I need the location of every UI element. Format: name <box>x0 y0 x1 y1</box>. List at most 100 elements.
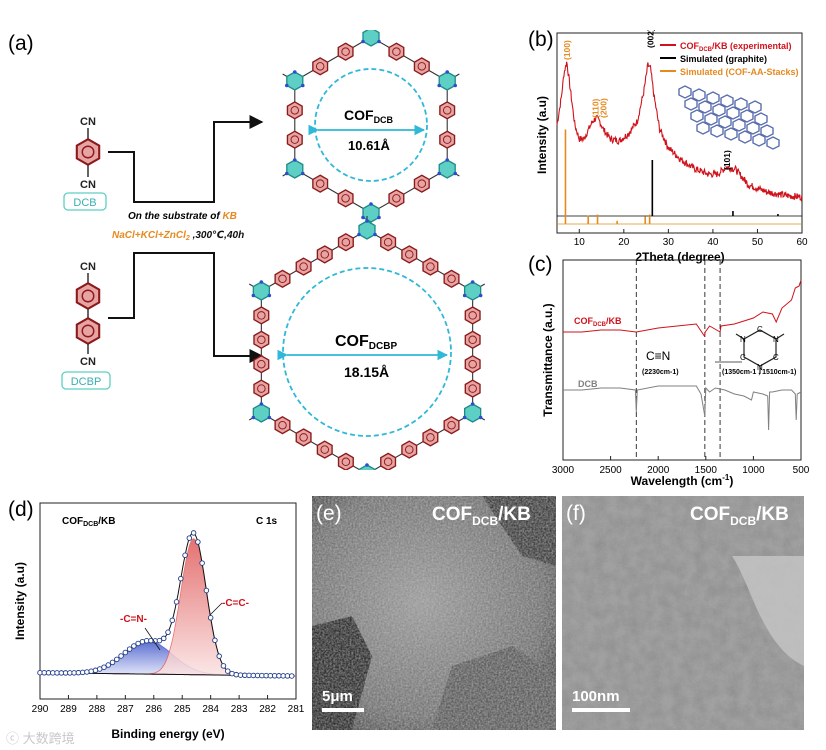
benzene-unit <box>464 306 481 325</box>
xrd-frame <box>556 32 803 234</box>
cof-dcb-framework <box>282 30 460 227</box>
tem-label: (f) <box>566 502 586 525</box>
xps-xtick-label: 288 <box>89 704 106 715</box>
xps-corner-label: C 1s <box>256 516 278 527</box>
xrd-xtick-label: 20 <box>618 237 630 248</box>
pore-circle-dcb <box>314 68 428 182</box>
xrd-peak-annotation: (002) <box>646 30 656 48</box>
triazine-unit <box>356 462 378 470</box>
cof-dcbp-framework <box>248 216 486 470</box>
xps-data-point <box>126 646 133 652</box>
xps-cc-pointer <box>209 602 223 616</box>
xps-xtick-label: 282 <box>259 704 276 715</box>
ftir-annot-cn: C≡N <box>646 349 670 363</box>
xrd-peak-annotation: (200) <box>598 98 608 118</box>
svg-text:C: C <box>757 325 763 334</box>
xrd-legend-cof: Simulated (COF-AA-Stacks) <box>680 67 799 77</box>
tem-scale-label: 100nm <box>572 688 620 705</box>
benzene-unit <box>312 57 329 76</box>
triazine-unit <box>462 279 484 301</box>
benzene-unit <box>464 379 481 398</box>
xps-xtick-label: 284 <box>202 704 219 715</box>
panel-label-b: (b) <box>528 28 554 51</box>
ftir-annot-triazine: (1350cm-1 , 1510cm-1) <box>722 369 796 376</box>
svg-text:N: N <box>773 335 779 344</box>
tem-title: COFDCB/KB <box>690 504 789 528</box>
xps-xtick-label: 287 <box>117 704 134 715</box>
xps-data-point <box>105 662 112 668</box>
xps-data-point <box>101 664 107 670</box>
sem-label: (e) <box>316 502 342 525</box>
ftir-ylabel: Transmittance (a.u.) <box>541 303 555 416</box>
ftir-annot-2230: (2230cm-1) <box>642 369 679 376</box>
benzene-unit <box>439 130 456 149</box>
benzene-unit <box>286 101 303 120</box>
cof-dcbp-pore: 18.15Å <box>344 364 389 380</box>
xps-data-point <box>186 535 193 541</box>
benzene-unit <box>295 257 312 276</box>
triazine-unit <box>436 69 458 91</box>
triazine-unit <box>356 218 378 240</box>
triazine-unit <box>436 157 458 179</box>
benzene-unit <box>439 101 456 120</box>
xrd-series-experimental <box>556 61 803 203</box>
svg-text:N: N <box>740 335 746 344</box>
nitrile-top-dcbp: CN <box>80 261 96 273</box>
ftir-xtick-label: 2000 <box>647 465 670 476</box>
cof-stack-inset <box>678 85 780 150</box>
xps-data-point <box>109 659 116 666</box>
benzene-unit <box>388 189 405 208</box>
benzene-unit <box>337 233 354 252</box>
tem-image: (f) COFDCB/KB 100nm <box>562 496 804 730</box>
xps-data-point <box>160 635 167 642</box>
triazine-unit <box>360 201 382 223</box>
xrd-xtick-label: 50 <box>752 237 764 248</box>
benzene-unit <box>253 379 270 398</box>
xrd-peak-annotation: (100) <box>562 40 572 60</box>
watermark-logo-icon: ⓒ <box>6 731 20 746</box>
watermark: ⓒ 大数跨境 <box>6 731 75 746</box>
benzene-unit <box>464 330 481 349</box>
scheme-a: CN CN DCB CN CN DCBP On the substrate of… <box>61 30 486 470</box>
benzene-unit <box>253 355 270 374</box>
panel-label-c: (c) <box>528 253 553 276</box>
benzene-unit <box>337 42 354 61</box>
nitrile-top-dcb: CN <box>80 116 96 128</box>
xps-data-point <box>195 539 201 545</box>
condition-line1: On the substrate of KB <box>128 211 237 222</box>
xrd-legend-experimental: COFDCB/KB (experimental) <box>680 41 792 53</box>
sem-title: COFDCB/KB <box>432 504 531 528</box>
cof-dcb-pore: 10.61Å <box>348 138 391 153</box>
triazine-unit <box>284 69 306 91</box>
xps-chart: Intensity (a.u) Binding energy (eV) COFD… <box>13 502 305 741</box>
xps-data-point <box>169 617 176 624</box>
xrd-peak-annotation: (110) <box>590 98 600 118</box>
xps-data-point <box>199 560 205 566</box>
xps-data-point <box>288 673 295 679</box>
xrd-legend: COFDCB/KB (experimental) Simulated (grap… <box>660 41 799 77</box>
ftir-xtick-label: 1500 <box>695 465 718 476</box>
xps-data-point <box>182 552 188 559</box>
benzene-unit <box>316 440 333 459</box>
arrow-dcb <box>108 115 264 203</box>
pore-circle-dcbp <box>282 267 452 437</box>
benzene-unit <box>443 416 460 435</box>
xrd-chart: Intensity (a.u) 2Theta (degree) COFDCB/K… <box>535 30 808 264</box>
cof-dcbp-title: COFDCBP <box>335 333 397 352</box>
xrd-ylabel: Intensity (a.u) <box>535 96 549 174</box>
triazine-unit <box>250 279 272 301</box>
svg-text:C: C <box>740 353 746 362</box>
benzene-unit <box>380 452 397 470</box>
nitrile-bottom-dcb: CN <box>80 179 96 191</box>
xps-data-point <box>173 599 180 605</box>
benzene-unit <box>274 416 291 435</box>
xps-title: COFDCB/KB <box>62 516 116 528</box>
dcb-monomer: CN CN DCB <box>63 116 107 211</box>
ftir-series-dcb-label: DCB <box>578 379 598 389</box>
xps-xtick-label: 286 <box>145 704 162 715</box>
ftir-xtick-label: 500 <box>793 465 810 476</box>
ftir-series-cof-label: COFDCB/KB <box>574 316 622 328</box>
benzene-unit <box>253 330 270 349</box>
benzene-unit <box>274 269 291 288</box>
xps-data-point <box>220 663 227 669</box>
